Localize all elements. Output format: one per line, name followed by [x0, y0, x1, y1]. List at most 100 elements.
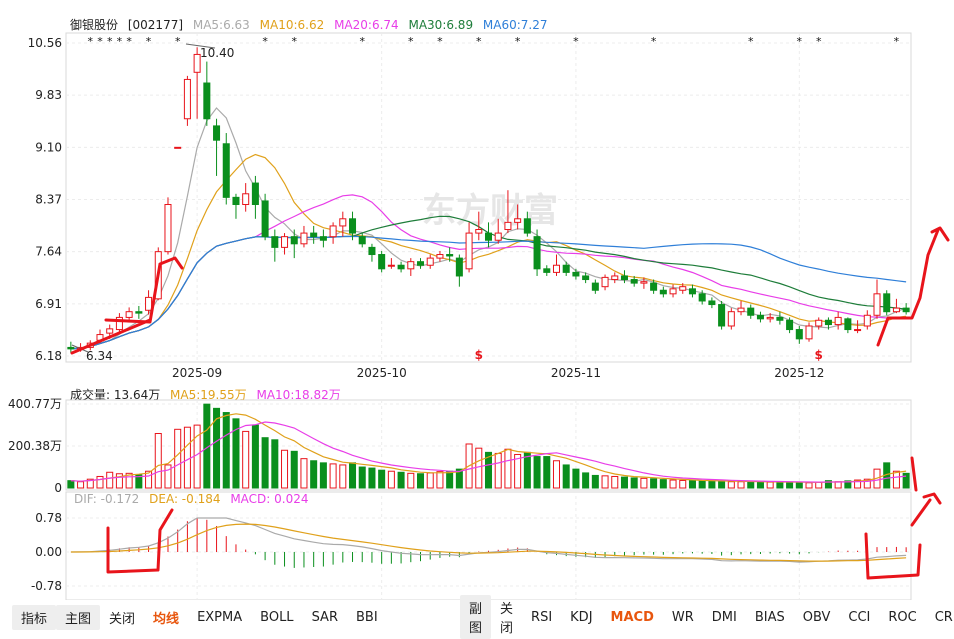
sub-indicator-button-bias[interactable]: BIAS — [754, 609, 785, 625]
sub-indicator-button-rsi[interactable]: RSI — [531, 609, 553, 625]
candle-body[interactable] — [319, 236, 327, 241]
candle-body[interactable] — [572, 271, 580, 277]
candle-body[interactable] — [601, 276, 609, 288]
candle-body[interactable] — [115, 316, 123, 331]
candle-body[interactable] — [387, 264, 395, 267]
candle-body[interactable] — [805, 325, 813, 340]
sub-indicator-button-dmi[interactable]: DMI — [711, 609, 737, 625]
candle-body[interactable] — [523, 218, 531, 234]
candle-body[interactable] — [378, 254, 386, 270]
sub-indicator-button-cci[interactable]: CCI — [848, 609, 871, 625]
candle-body[interactable] — [271, 236, 279, 248]
candle-body[interactable] — [620, 275, 628, 281]
candle-body[interactable] — [407, 261, 415, 270]
candle-body[interactable] — [718, 304, 726, 327]
sub-indicator-button-kdj[interactable]: KDJ — [570, 609, 593, 625]
candle-body[interactable] — [251, 182, 259, 206]
candle-body[interactable] — [446, 254, 454, 257]
candle-body[interactable] — [426, 257, 434, 266]
main-indicator-button-指标[interactable]: 指标 — [12, 604, 57, 630]
candle-body[interactable] — [174, 146, 182, 149]
stock-chart[interactable]: 东方财富 10.56 9.83 9.10 8.37 7.64 6.91 6.18 2025-0… — [0, 0, 954, 600]
candle-body[interactable] — [582, 275, 590, 281]
candle-body[interactable] — [756, 314, 764, 320]
candle-body[interactable] — [455, 257, 463, 277]
candle-body[interactable] — [436, 254, 444, 259]
candle-body[interactable] — [679, 286, 687, 291]
main-indicator-button-均线[interactable]: 均线 — [153, 611, 180, 627]
candle-body[interactable] — [591, 282, 599, 291]
candle-body[interactable] — [659, 289, 667, 295]
candle-body[interactable] — [669, 288, 677, 295]
candle-body[interactable] — [766, 316, 774, 320]
candle-body[interactable] — [484, 232, 493, 241]
candle-body[interactable] — [892, 307, 900, 313]
candle-body[interactable] — [106, 328, 114, 334]
candle-body[interactable] — [552, 264, 560, 273]
candle-body[interactable] — [397, 264, 405, 270]
candle-body[interactable] — [358, 236, 366, 245]
candle-body[interactable] — [242, 193, 250, 206]
candle-body[interactable] — [514, 218, 522, 223]
sub-indicator-button-关闭[interactable]: 关闭 — [500, 602, 514, 636]
candle-body[interactable] — [329, 225, 337, 238]
candle-body[interactable] — [863, 314, 871, 327]
candle-body[interactable] — [281, 236, 289, 248]
sub-indicator-button-副图[interactable]: 副图 — [460, 595, 492, 639]
sub-indicator-button-wr[interactable]: WR — [671, 609, 694, 625]
candle-body[interactable] — [737, 307, 745, 313]
candle-body[interactable] — [222, 143, 230, 198]
main-indicator-button-sar[interactable]: SAR — [311, 609, 338, 625]
candle-body[interactable] — [688, 288, 696, 295]
candle-body[interactable] — [883, 293, 891, 313]
candle-body[interactable] — [213, 125, 221, 141]
candle-body[interactable] — [854, 329, 862, 332]
main-indicator-button-主图[interactable]: 主图 — [56, 604, 101, 630]
candle-body[interactable] — [747, 307, 755, 316]
candle-body[interactable] — [630, 279, 638, 284]
candle-body[interactable] — [844, 318, 852, 331]
candle-body[interactable] — [145, 296, 153, 311]
main-indicator-button-bbi[interactable]: BBI — [355, 609, 378, 625]
candle-body[interactable] — [708, 300, 716, 306]
candle-body[interactable] — [164, 204, 172, 253]
candle-body[interactable] — [261, 200, 269, 238]
candle-body[interactable] — [300, 232, 308, 245]
candle-body[interactable] — [786, 319, 794, 331]
candle-body[interactable] — [543, 268, 551, 273]
candle-body[interactable] — [494, 232, 502, 241]
candle-body[interactable] — [562, 264, 570, 273]
candle-body[interactable] — [611, 275, 619, 281]
candle-body[interactable] — [650, 282, 658, 291]
candle-body[interactable] — [67, 346, 75, 350]
candle-body[interactable] — [475, 229, 483, 234]
candle-body[interactable] — [125, 311, 133, 318]
main-indicator-button-关闭[interactable]: 关闭 — [109, 611, 136, 627]
candle-body[interactable] — [902, 307, 910, 313]
candle-body[interactable] — [310, 232, 318, 238]
candle-body[interactable] — [290, 236, 298, 245]
candle-body[interactable] — [533, 236, 541, 270]
sub-indicator-button-cr[interactable]: CR — [934, 609, 953, 625]
candle-body[interactable] — [834, 316, 842, 326]
main-indicator-button-expma[interactable]: EXPMA — [197, 609, 243, 625]
candle-body[interactable] — [349, 218, 357, 234]
main-indicator-button-boll[interactable]: BOLL — [260, 609, 294, 625]
candle-body[interactable] — [873, 293, 881, 316]
candle-body[interactable] — [417, 261, 425, 266]
candle-body[interactable] — [135, 311, 143, 314]
candle-body[interactable] — [232, 196, 240, 206]
candle-body[interactable] — [504, 221, 512, 231]
candle-body[interactable] — [368, 246, 376, 256]
candle-body[interactable] — [465, 232, 473, 270]
sub-indicator-button-macd[interactable]: MACD — [610, 609, 654, 625]
candle-body[interactable] — [203, 82, 211, 120]
sub-indicator-button-roc[interactable]: ROC — [888, 609, 917, 625]
candle-body[interactable] — [640, 281, 648, 284]
candle-body[interactable] — [698, 293, 706, 302]
candle-body[interactable] — [815, 319, 823, 327]
candle-body[interactable] — [795, 329, 803, 340]
sub-indicator-button-obv[interactable]: OBV — [802, 609, 831, 625]
candle-body[interactable] — [824, 319, 832, 326]
candle-body[interactable] — [339, 218, 347, 227]
